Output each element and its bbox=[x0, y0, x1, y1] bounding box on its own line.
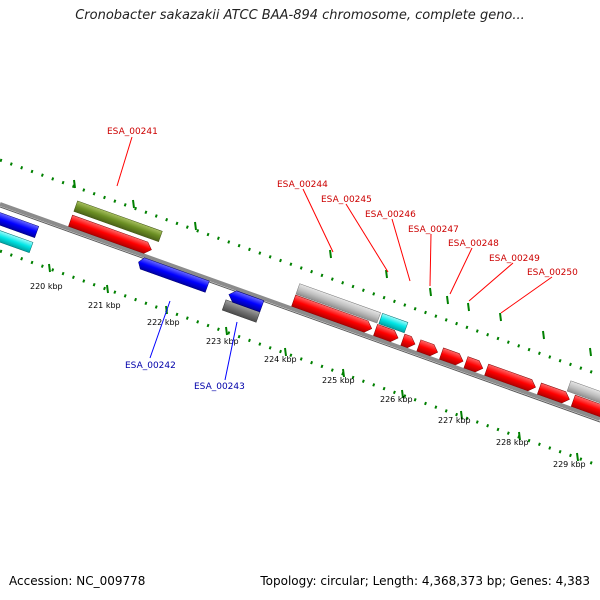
gene-esa-00248[interactable] bbox=[439, 347, 465, 367]
gene-esa-00243[interactable] bbox=[227, 289, 265, 313]
gene-esa-00242[interactable] bbox=[137, 256, 210, 293]
gene-label[interactable]: ESA_00250 bbox=[527, 268, 578, 278]
genome-summary: Topology: circular; Length: 4,368,373 bp… bbox=[260, 574, 590, 588]
gene-olive[interactable] bbox=[73, 200, 163, 242]
tick-label: 223 kbp bbox=[206, 337, 239, 346]
gene-label[interactable]: ESA_00245 bbox=[321, 195, 372, 205]
features bbox=[0, 200, 600, 423]
tick-label: 225 kbp bbox=[322, 376, 355, 385]
gene-gray-1[interactable] bbox=[295, 283, 381, 324]
gene-label[interactable]: ESA_00243 bbox=[194, 382, 245, 392]
gene-label[interactable]: ESA_00241 bbox=[107, 127, 158, 137]
outer-ring-ticks bbox=[73, 179, 592, 357]
gene-esa-00247[interactable] bbox=[416, 339, 440, 358]
gene-gray-2[interactable] bbox=[566, 380, 600, 412]
gene-esa-00250b[interactable] bbox=[536, 382, 571, 405]
tick-label: 229 kbp bbox=[553, 460, 586, 469]
gene-label[interactable]: ESA_00247 bbox=[408, 225, 459, 235]
gene-label[interactable]: ESA_00246 bbox=[365, 210, 416, 220]
gene-esa-00250[interactable] bbox=[484, 363, 538, 393]
tick-label: 227 kbp bbox=[438, 416, 471, 425]
leader-lines-reverse bbox=[149, 300, 238, 381]
backbone-shadow bbox=[0, 206, 600, 423]
gene-label[interactable]: ESA_00244 bbox=[277, 180, 328, 190]
gene-esa-00249[interactable] bbox=[463, 356, 485, 374]
tick-label: 222 kbp bbox=[147, 318, 180, 327]
tick-labels: 220 kbp 221 kbp 222 kbp 223 kbp 224 kbp … bbox=[30, 282, 586, 469]
gene-cyan[interactable] bbox=[378, 313, 409, 334]
inner-ring-ticks bbox=[48, 263, 579, 462]
gene-label[interactable]: ESA_00248 bbox=[448, 239, 499, 249]
tick-label: 224 kbp bbox=[264, 355, 297, 364]
tick-label: 221 kbp bbox=[88, 301, 121, 310]
gene-labels-forward: ESA_00241 ESA_00244 ESA_00245 ESA_00246 … bbox=[107, 127, 578, 278]
gene-label[interactable]: ESA_00242 bbox=[125, 361, 176, 371]
inner-dotted-ring bbox=[0, 249, 600, 468]
tick-label: 220 kbp bbox=[30, 282, 63, 291]
leader-lines-forward bbox=[116, 136, 553, 314]
backbone bbox=[0, 202, 600, 421]
gene-esa-00245[interactable] bbox=[373, 323, 400, 343]
gene-cyan-left[interactable] bbox=[0, 223, 34, 254]
gene-blue-left[interactable] bbox=[0, 207, 40, 238]
gene-labels-reverse: ESA_00242 ESA_00243 bbox=[125, 361, 245, 392]
gene-esa-00244[interactable] bbox=[291, 294, 374, 334]
gene-esa-next[interactable] bbox=[570, 394, 600, 423]
gene-esa-00241[interactable] bbox=[68, 214, 153, 255]
map-title: Cronobacter sakazakii ATCC BAA-894 chrom… bbox=[75, 8, 525, 23]
accession-label: Accession: NC_009778 bbox=[9, 574, 146, 588]
gene-esa-00246[interactable] bbox=[400, 333, 417, 350]
gene-label[interactable]: ESA_00249 bbox=[489, 254, 540, 264]
outer-dotted-ring bbox=[0, 158, 600, 377]
tick-label: 228 kbp bbox=[496, 438, 529, 447]
tick-label: 226 kbp bbox=[380, 395, 413, 404]
